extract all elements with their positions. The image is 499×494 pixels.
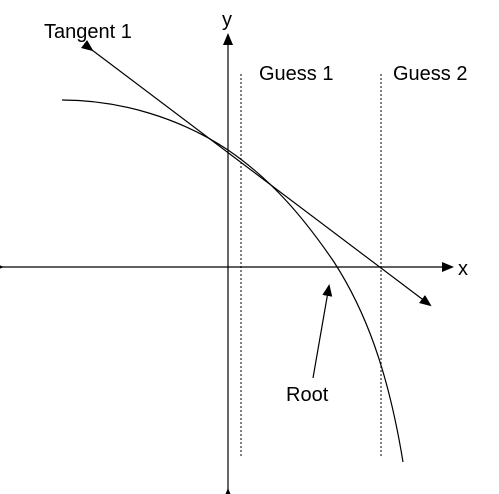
guess-1-label: Guess 1 (259, 63, 333, 85)
tangent-line (81, 39, 432, 307)
root-pointer-arrow (312, 284, 333, 379)
guess-2-label: Guess 2 (393, 63, 467, 85)
y-axis-label: y (222, 9, 232, 31)
tangent-label: Tangent 1 (44, 21, 132, 43)
x-axis-label: x (458, 258, 468, 280)
function-curve (61, 99, 404, 463)
root-label: Root (286, 384, 329, 406)
